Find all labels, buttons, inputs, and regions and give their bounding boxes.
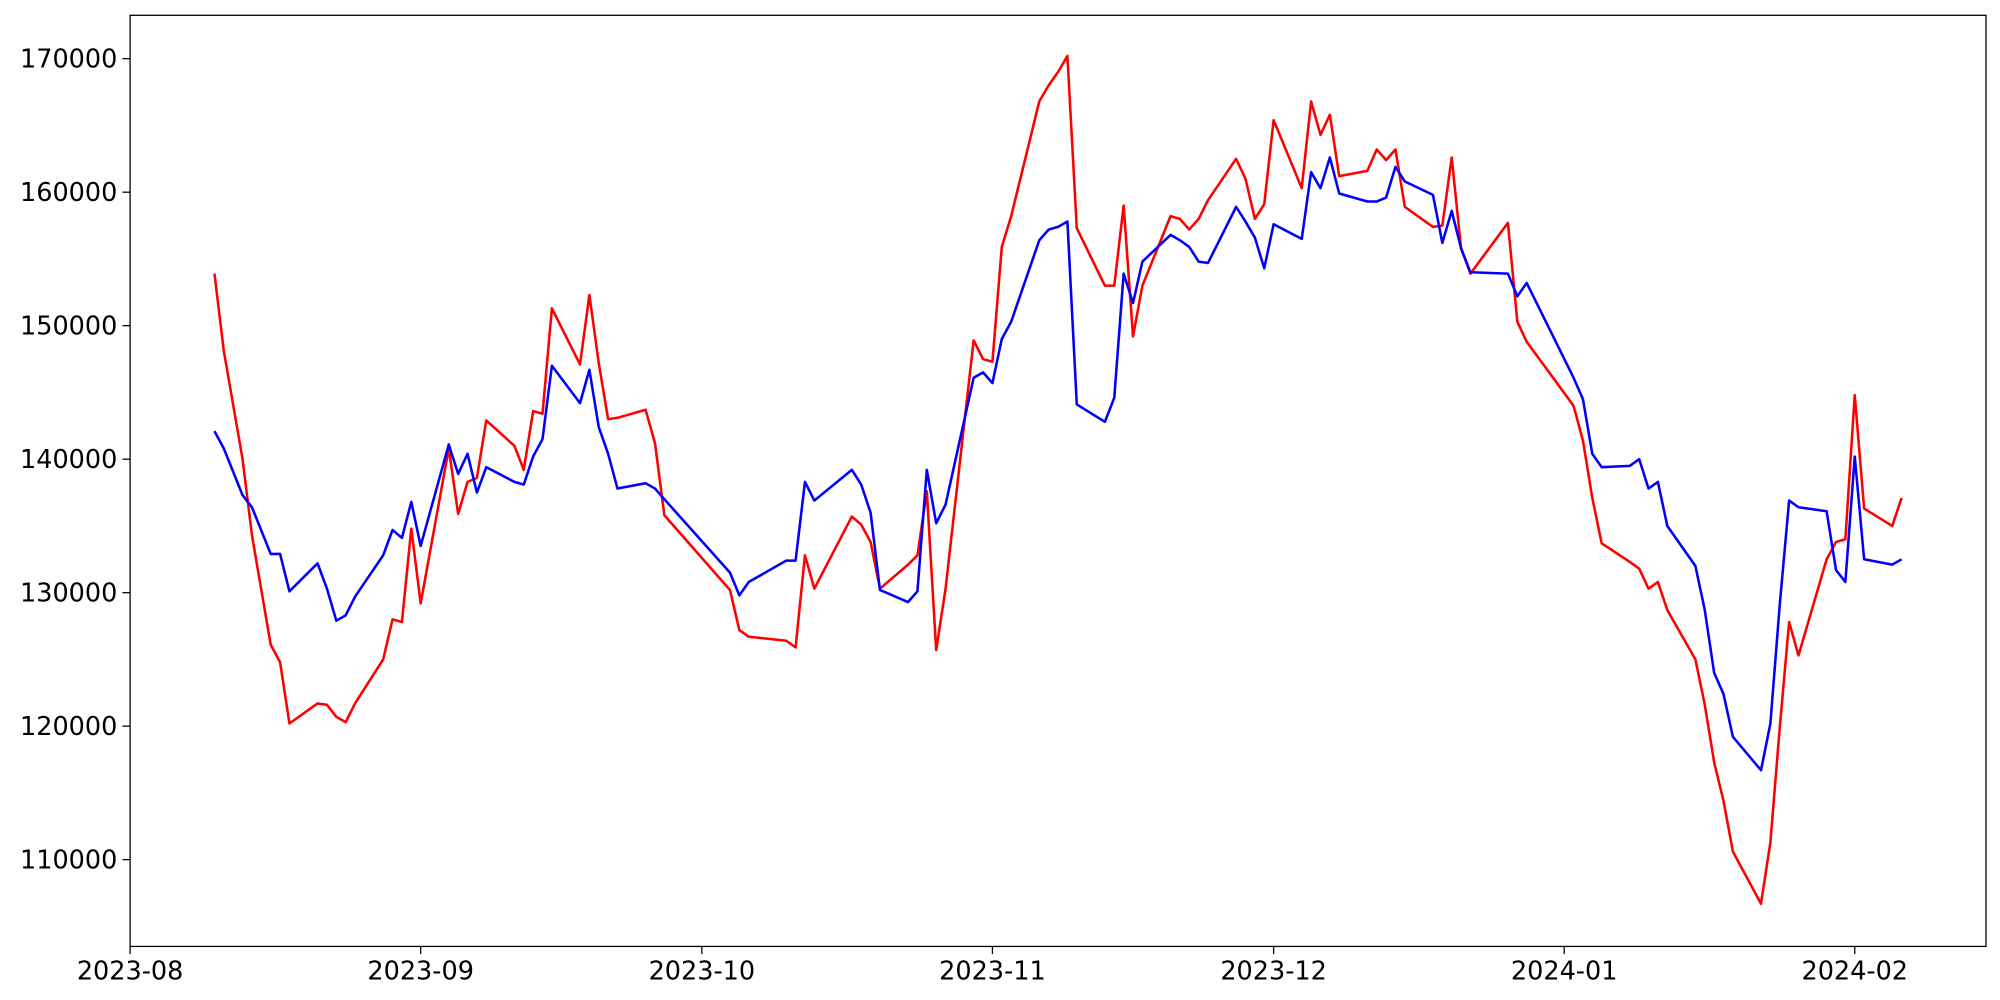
y-tick-label: 160000 bbox=[20, 178, 117, 208]
x-tick-label: 2023-10 bbox=[649, 957, 756, 987]
x-tick-label: 2024-01 bbox=[1511, 957, 1618, 987]
x-tick-label: 2023-08 bbox=[77, 957, 184, 987]
plot-frame bbox=[129, 14, 1987, 948]
y-tick-label: 150000 bbox=[20, 312, 117, 342]
y-tick-label: 120000 bbox=[20, 712, 117, 742]
x-tick-label: 2023-09 bbox=[367, 957, 474, 987]
y-tick-label: 110000 bbox=[20, 846, 117, 876]
series-line bbox=[213, 54, 1903, 905]
y-tick-label: 170000 bbox=[20, 45, 117, 75]
x-tick-label: 2023-12 bbox=[1220, 957, 1327, 987]
series-line bbox=[213, 156, 1903, 772]
x-tick-label: 2023-11 bbox=[939, 957, 1046, 987]
y-tick-label: 130000 bbox=[20, 579, 117, 609]
y-tick-label: 140000 bbox=[20, 445, 117, 475]
x-tick-label: 2024-02 bbox=[1801, 957, 1908, 987]
